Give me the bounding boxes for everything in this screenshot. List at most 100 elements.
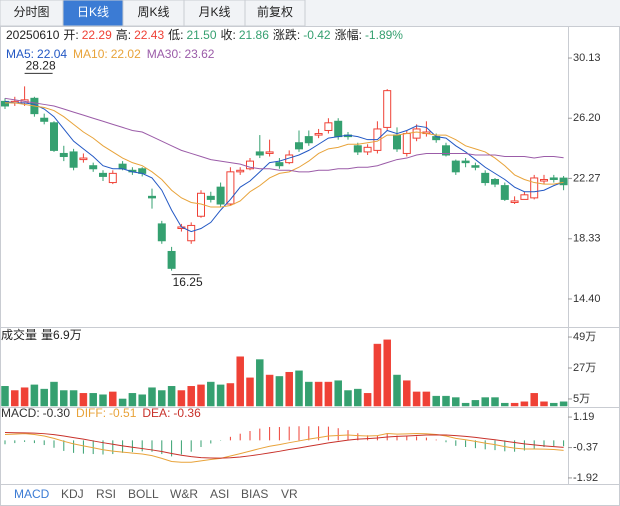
candle-body (314, 133, 323, 136)
volume-bar (236, 356, 244, 407)
tab[interactable] (183, 0, 246, 27)
candle-body (324, 122, 333, 131)
legend-value: 22.02 (111, 47, 141, 61)
volume-bar (344, 390, 352, 407)
volume-bar (354, 388, 362, 407)
quote-info: 20250610 开: 22.29 高: 22.43 低: 21.50 收: 21.86 涨跌: -… (6, 27, 403, 42)
candle-body (451, 160, 460, 173)
indicator-tab[interactable]: BIAS (241, 487, 268, 501)
tab-label[interactable]: 分时图 (13, 5, 49, 19)
quote-value: 21.86 (239, 28, 269, 42)
volume-bar (442, 395, 450, 407)
quote-field: 开: (63, 28, 78, 42)
quote-field: 涨幅: (335, 27, 362, 42)
indicator-tab[interactable]: KDJ (61, 487, 84, 501)
indicator-tab[interactable]: RSI (96, 487, 116, 501)
frame (0, 26, 620, 506)
legend-value: 22.04 (37, 47, 67, 61)
indicator-tab[interactable]: W&R (170, 487, 198, 501)
volume-bar (305, 381, 313, 407)
volume-bar (520, 401, 529, 407)
volume-label: 量6.9万 (41, 328, 82, 342)
tab-label[interactable]: 日K线 (77, 5, 109, 19)
candle-body (167, 250, 176, 269)
quote-value: -1.89% (365, 28, 403, 42)
volume-bar (285, 371, 293, 407)
macd-legend: MACD: -0.30 DIFF: -0.51 DEA: -0.36 (1, 406, 201, 420)
indicator-tab[interactable]: BOLL (128, 487, 159, 501)
candle-body (461, 160, 470, 164)
tab[interactable] (62, 0, 124, 27)
quote-field: 收: (221, 28, 236, 42)
volume-bar (324, 381, 333, 407)
volume-bar (11, 390, 19, 407)
candle-body (295, 142, 303, 150)
tab-label[interactable]: 月K线 (198, 5, 230, 19)
volume-bar (530, 393, 538, 407)
candle-body (510, 200, 519, 203)
volume-bar (559, 401, 568, 407)
candle-body (275, 162, 284, 167)
volume-bar (501, 402, 509, 407)
candle-body (363, 146, 372, 153)
volume-bar (481, 397, 489, 407)
volume-bar (256, 359, 264, 407)
volume-bar (128, 393, 137, 407)
candle-body (69, 151, 78, 168)
indicator-tab[interactable]: MACD (14, 487, 50, 501)
candle-body (99, 172, 107, 177)
legend-value: -0.36 (173, 406, 201, 420)
y-tick-label: -1.92 (573, 472, 598, 484)
tab-label[interactable]: 周K线 (137, 5, 169, 19)
volume-bar (432, 395, 440, 407)
tab-label[interactable]: 前复权 (257, 4, 293, 19)
y-tick-label: 1.19 (573, 411, 594, 423)
macd-line (4, 432, 564, 463)
indicator-tab[interactable]: ASI (210, 487, 229, 501)
ma-legend: MA5: 22.04 MA10: 22.02 MA30: 23.62 (6, 47, 215, 61)
ma-line (5, 102, 564, 208)
candle-body (157, 223, 166, 242)
legend-name: DIFF: (76, 406, 106, 420)
candle-body (246, 160, 254, 170)
volume-bar (373, 343, 382, 407)
y-tick-label: 49万 (573, 331, 596, 343)
volume-bar (79, 393, 88, 407)
candle-body (118, 163, 127, 170)
candle-body (520, 194, 529, 200)
high-annotation: 28.28 (26, 59, 56, 73)
tab[interactable] (244, 0, 306, 27)
quote-field: 高: (116, 27, 131, 42)
volume-bar (540, 401, 548, 407)
candle-body (530, 177, 539, 199)
volume-bar (30, 384, 39, 407)
candle-body (334, 120, 343, 138)
y-tick-label: 26.20 (573, 112, 601, 124)
volume-bar (109, 391, 117, 407)
candle-body (304, 136, 313, 144)
candle-body (559, 177, 568, 186)
volume-bar (118, 398, 127, 407)
indicator-tab[interactable]: VR (281, 487, 298, 501)
volume-bar (471, 400, 480, 407)
volume-bar (216, 384, 225, 407)
legend-value: -0.51 (109, 406, 137, 420)
candle-body (108, 172, 117, 184)
quote-value: -0.42 (303, 28, 331, 42)
candle-body (353, 145, 362, 153)
quote-field: 涨跌: (273, 27, 300, 42)
y-tick-label: 5万 (573, 393, 590, 405)
y-tick-label: 27万 (573, 362, 596, 374)
candle-body (187, 224, 196, 242)
candle-body (50, 122, 58, 151)
volume-bar (265, 374, 274, 407)
volume-bar (461, 402, 470, 407)
volume-bar (60, 390, 68, 407)
candle-body (255, 151, 264, 156)
volume-bar (383, 339, 391, 407)
volume-bar (491, 397, 499, 407)
volume-bar (226, 383, 235, 407)
volume-bar (393, 374, 401, 407)
legend-name: MA5: (6, 47, 34, 61)
legend-name: MA10: (73, 47, 108, 61)
